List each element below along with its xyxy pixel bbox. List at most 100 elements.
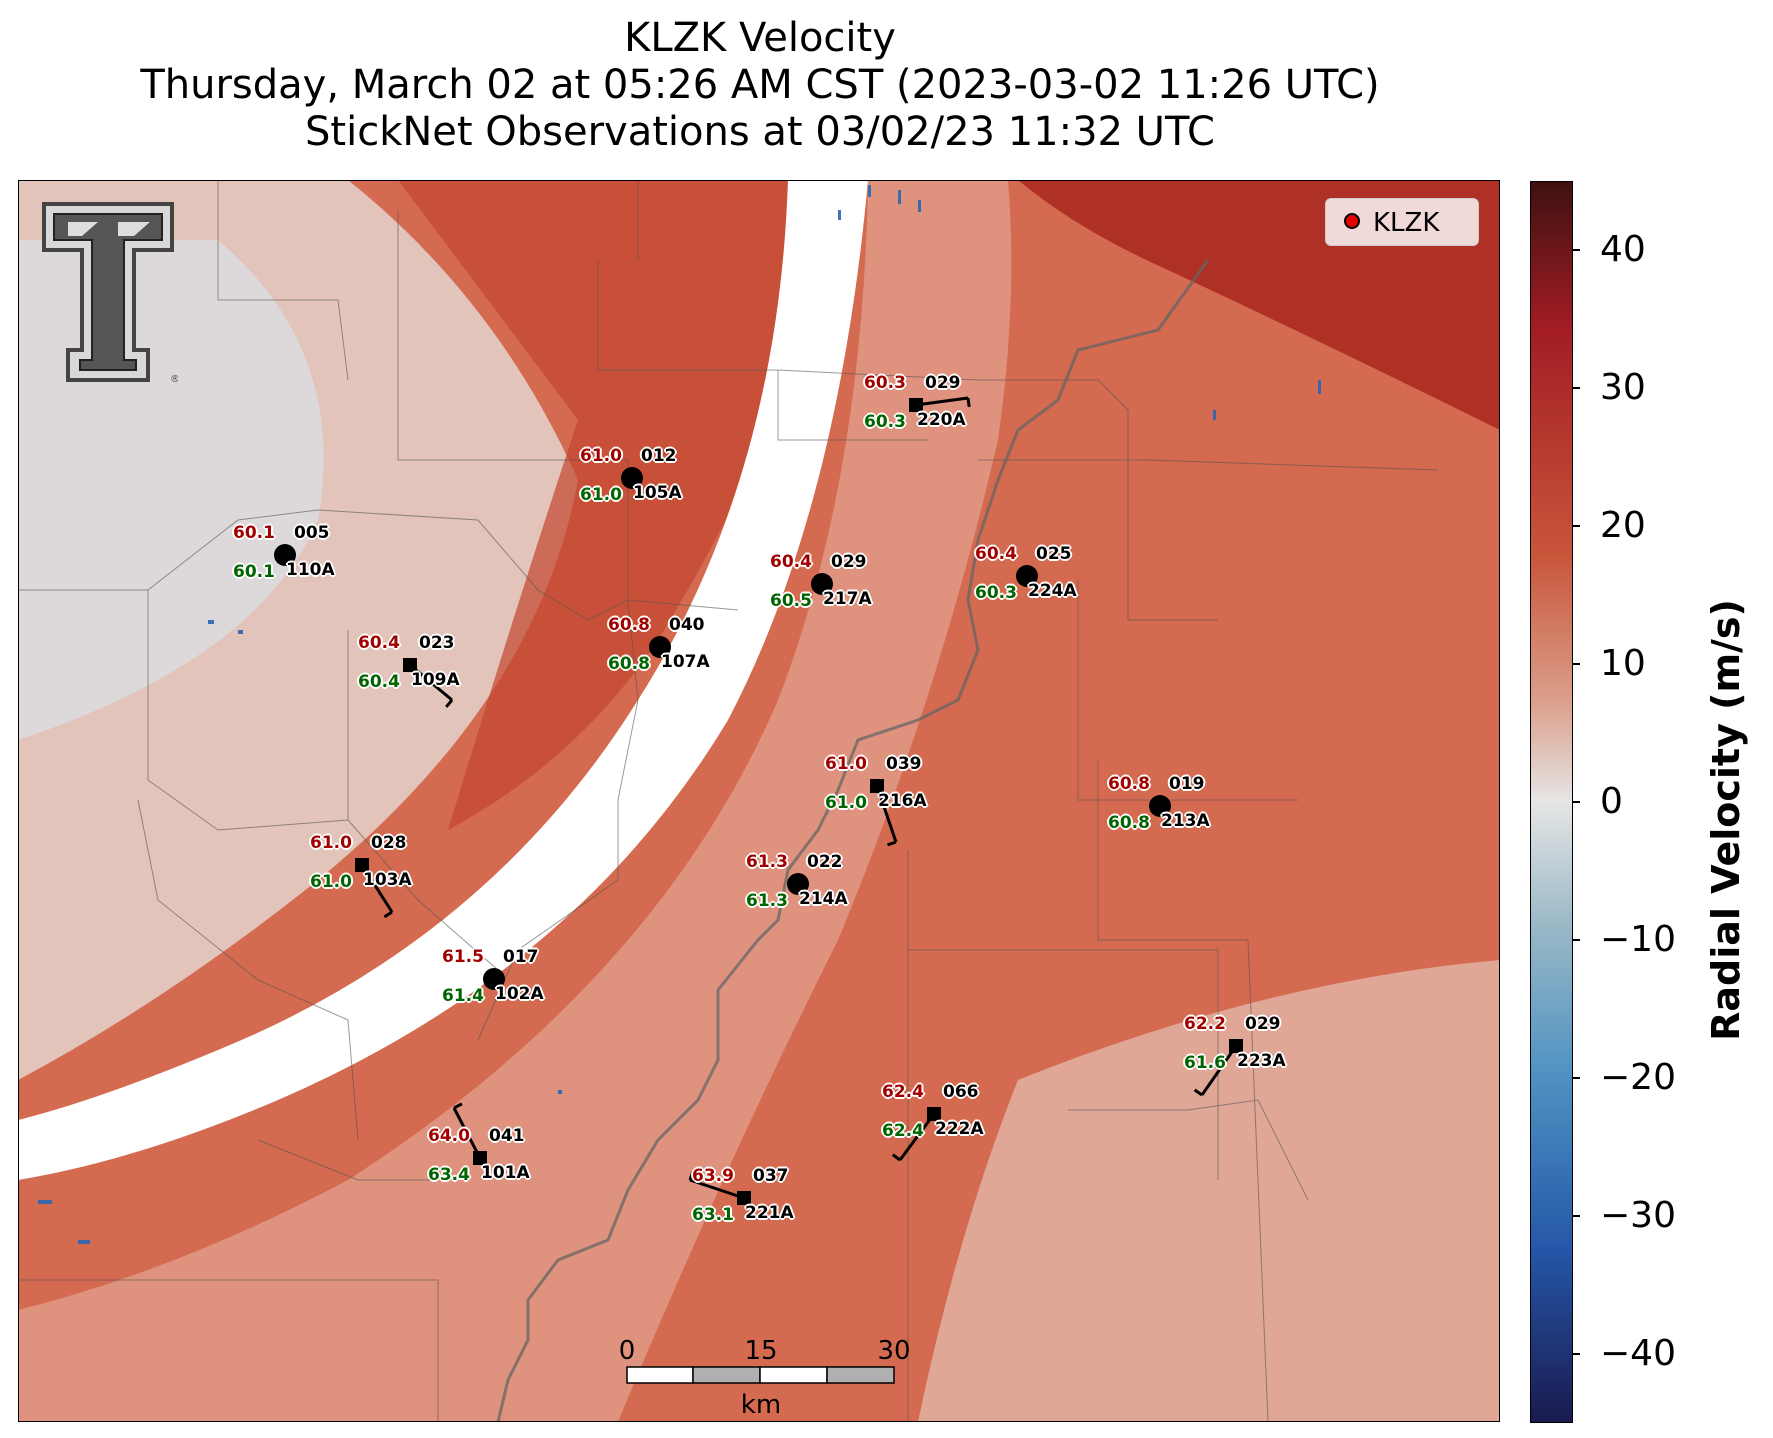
- wind-barb-flag: [445, 699, 454, 708]
- station-dewpoint: 60.5: [770, 591, 812, 611]
- title-line-2: Thursday, March 02 at 05:26 AM CST (2023…: [140, 62, 1380, 108]
- station-temperature: 63.9: [692, 1166, 734, 1186]
- station-dewpoint: 62.4: [882, 1121, 924, 1141]
- station-marker-105A[interactable]: [621, 467, 643, 489]
- scale-bar-tick-15: 15: [744, 1336, 778, 1366]
- station-probe-id: 220A: [917, 410, 966, 430]
- station-marker-223A[interactable]: [1229, 1039, 1243, 1053]
- scale-bar-tick-30: 30: [877, 1336, 911, 1366]
- station-probe-id: 109A: [411, 670, 460, 690]
- station-id: 040: [669, 615, 705, 635]
- station-dewpoint: 61.4: [442, 986, 484, 1006]
- station-probe-id: 223A: [1237, 1051, 1286, 1071]
- station-temperature: 61.3: [746, 852, 788, 872]
- scale-bar: [626, 1366, 895, 1384]
- station-marker-224A[interactable]: [1016, 565, 1038, 587]
- station-marker-213A[interactable]: [1149, 795, 1171, 817]
- station-temperature: 61.0: [310, 833, 352, 853]
- scale-bar-unit: km: [740, 1390, 782, 1420]
- station-id: 025: [1036, 544, 1072, 564]
- station-marker-107A[interactable]: [649, 636, 671, 658]
- station-probe-id: 221A: [745, 1203, 794, 1223]
- weak-outbound-se: [918, 960, 1500, 1422]
- station-dewpoint: 61.6: [1184, 1053, 1226, 1073]
- station-id: 066: [943, 1082, 979, 1102]
- station-marker-220A[interactable]: [909, 398, 923, 412]
- wind-barb-flag: [453, 1102, 463, 1110]
- station-dewpoint: 63.1: [692, 1205, 734, 1225]
- station-marker-102A[interactable]: [483, 968, 505, 990]
- radar-speckles: [38, 185, 1321, 1244]
- state-border-river: [496, 259, 1210, 1422]
- station-temperature: 60.8: [608, 615, 650, 635]
- station-id: 029: [925, 373, 961, 393]
- title-line-1: KLZK Velocity: [624, 15, 896, 61]
- title-line-3: StickNet Observations at 03/02/23 11:32 …: [305, 109, 1215, 155]
- station-dewpoint: 60.8: [608, 654, 650, 674]
- legend-marker: [1344, 213, 1360, 229]
- station-dewpoint: 60.1: [233, 562, 275, 582]
- wind-barb: [452, 1107, 482, 1159]
- station-temperature: 64.0: [428, 1126, 470, 1146]
- colorbar-tick-label: 10: [1600, 643, 1646, 684]
- station-temperature: 61.0: [580, 446, 622, 466]
- station-marker-103A[interactable]: [355, 858, 369, 872]
- colorbar-tick-label: 30: [1600, 367, 1646, 408]
- sparse-echo-region: [18, 180, 1012, 1422]
- station-temperature: 61.5: [442, 947, 484, 967]
- colorbar-tick-label: −10: [1600, 919, 1676, 960]
- station-marker-221A[interactable]: [737, 1191, 751, 1205]
- station-marker-109A[interactable]: [403, 658, 417, 672]
- legend: KLZK: [1325, 198, 1479, 246]
- station-id: 039: [886, 754, 922, 774]
- station-probe-id: 214A: [799, 889, 848, 909]
- station-dewpoint: 60.3: [864, 412, 906, 432]
- station-dewpoint: 61.0: [825, 793, 867, 813]
- wind-barb-flag: [891, 1153, 901, 1162]
- station-temperature: 62.4: [882, 1082, 924, 1102]
- station-dewpoint: 60.3: [975, 583, 1017, 603]
- station-marker-216A[interactable]: [870, 779, 884, 793]
- colorbar-tick-label: 40: [1600, 229, 1646, 270]
- station-marker-110A[interactable]: [274, 544, 296, 566]
- station-id: 012: [641, 446, 677, 466]
- station-probe-id: 224A: [1028, 581, 1077, 601]
- station-dewpoint: 61.3: [746, 891, 788, 911]
- station-dewpoint: 61.0: [580, 485, 622, 505]
- station-id: 029: [831, 552, 867, 572]
- station-probe-id: 103A: [363, 870, 412, 890]
- svg-text:®: ®: [170, 374, 178, 385]
- wind-barb: [875, 785, 898, 843]
- station-dewpoint: 61.0: [310, 872, 352, 892]
- colorbar-tick-label: −20: [1600, 1057, 1676, 1098]
- wind-barb-flag: [966, 397, 971, 408]
- station-marker-101A[interactable]: [473, 1151, 487, 1165]
- station-probe-id: 101A: [481, 1163, 530, 1183]
- station-dewpoint: 63.4: [428, 1165, 470, 1185]
- station-temperature: 60.4: [358, 633, 400, 653]
- station-id: 017: [503, 947, 539, 967]
- wind-barb-flag: [383, 910, 393, 919]
- station-temperature: 60.1: [233, 523, 275, 543]
- station-id: 005: [294, 523, 330, 543]
- wind-barb: [360, 864, 394, 913]
- station-id: 023: [419, 633, 455, 653]
- station-probe-id: 216A: [878, 791, 927, 811]
- station-marker-214A[interactable]: [787, 873, 809, 895]
- county-boundaries: [18, 180, 1439, 1422]
- colorbar-tick-label: −30: [1600, 1195, 1676, 1236]
- texas-tech-logo: ®: [42, 202, 178, 385]
- station-marker-222A[interactable]: [927, 1107, 941, 1121]
- wind-barb-flag: [1193, 1088, 1203, 1097]
- colorbar: [1530, 181, 1580, 1423]
- station-marker-217A[interactable]: [811, 573, 833, 595]
- wind-barb-flag: [886, 840, 897, 847]
- station-id: 029: [1245, 1014, 1281, 1034]
- colorbar-label: Radial Velocity (m/s): [1704, 599, 1748, 1041]
- colorbar-tick-label: 20: [1600, 505, 1646, 546]
- station-dewpoint: 60.8: [1108, 813, 1150, 833]
- station-temperature: 60.8: [1108, 774, 1150, 794]
- station-id: 041: [489, 1126, 525, 1146]
- wind-barb-flag: [688, 1170, 695, 1181]
